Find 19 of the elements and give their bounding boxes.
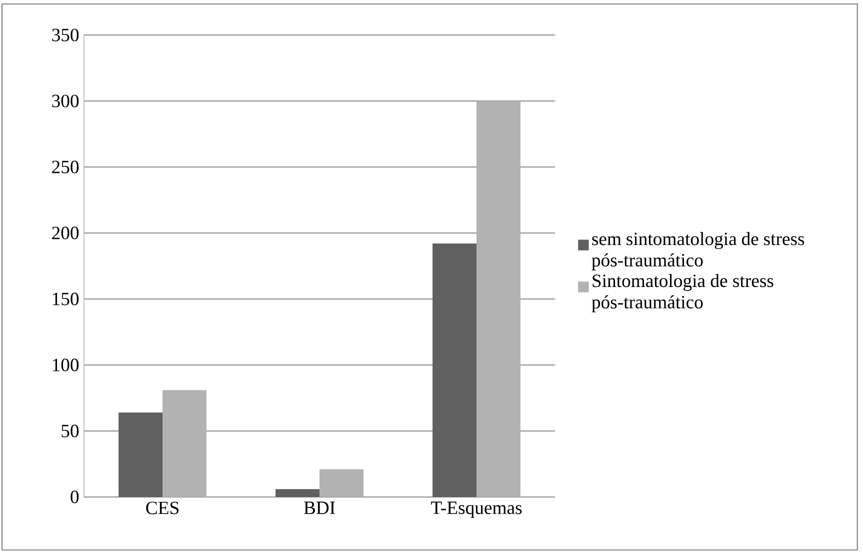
bar <box>320 469 364 497</box>
y-tick-label: 200 <box>52 226 79 240</box>
y-tick-label: 50 <box>62 424 79 438</box>
y-tick-label: 350 <box>52 28 79 42</box>
bar <box>118 412 163 497</box>
bar <box>276 489 320 497</box>
y-tick-label: 150 <box>52 292 79 306</box>
legend-label: Sintomatologia de stress pós-traumático <box>592 274 774 312</box>
x-tick-label: BDI <box>304 502 335 514</box>
bar <box>476 100 520 497</box>
y-tick-label: 300 <box>52 94 79 108</box>
y-tick-label: 250 <box>52 160 79 174</box>
bar <box>162 390 206 497</box>
legend-label: sem sintomatologia de stress pós-traumático <box>592 232 804 270</box>
y-tick-label: 0 <box>70 490 79 504</box>
x-tick-label: CES <box>146 502 178 514</box>
bar <box>432 244 477 497</box>
x-tick-label: T-Esquemas <box>431 502 522 518</box>
y-tick-label: 100 <box>52 358 79 372</box>
